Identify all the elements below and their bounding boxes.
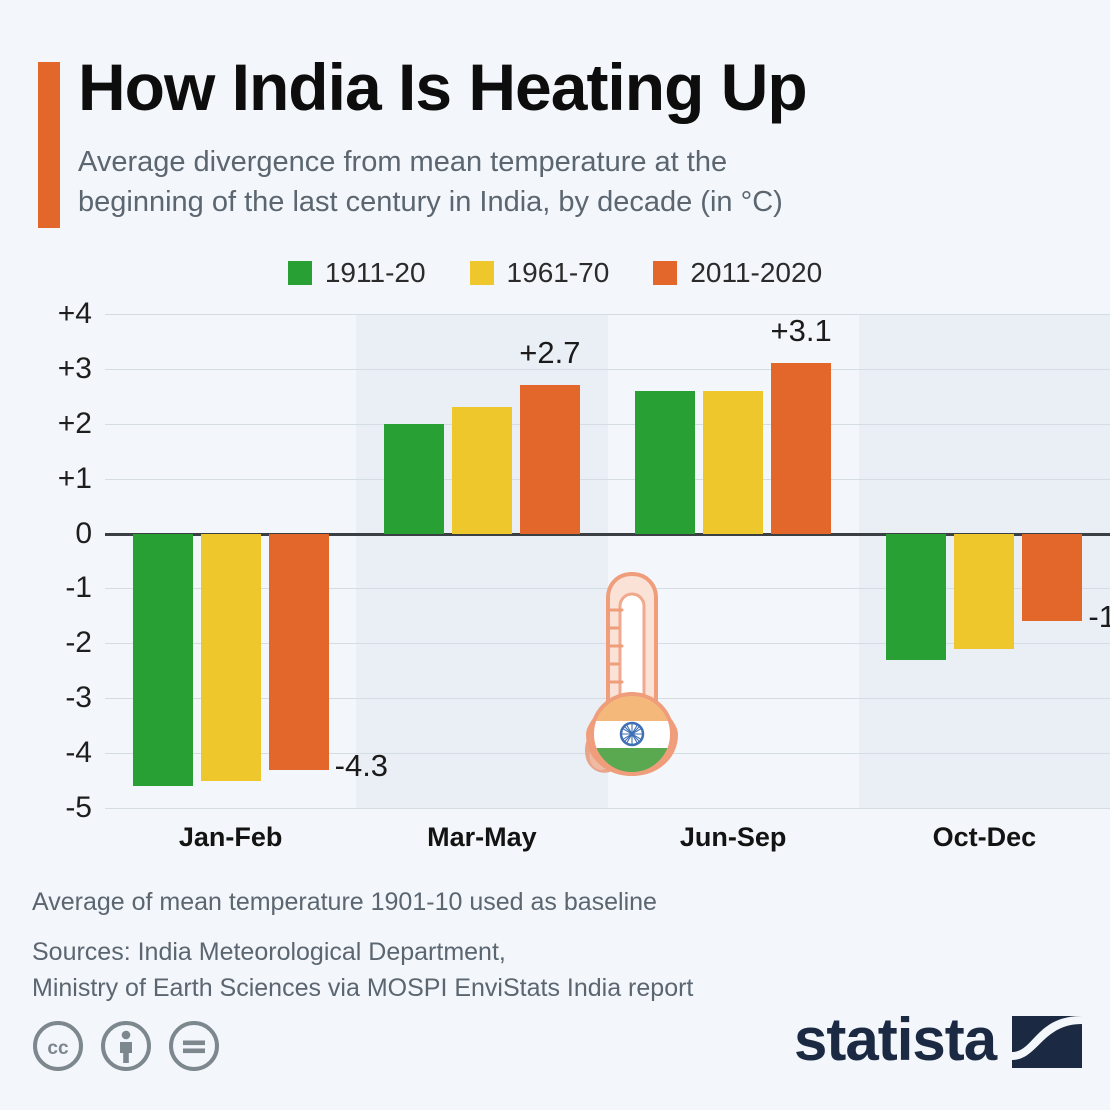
y-axis-tick-label: -4	[65, 736, 92, 770]
y-axis-tick-label: -1	[65, 571, 92, 605]
bar-Jan-Feb-1961-70[interactable]	[200, 533, 261, 781]
baseline-note: Average of mean temperature 1901-10 used…	[32, 888, 657, 916]
x-axis-category-label: Jan-Feb	[178, 822, 283, 852]
bar-Mar-May-2011-2020[interactable]	[519, 385, 580, 534]
legend-label: 1911-20	[324, 257, 426, 288]
y-axis-tick-label: +3	[57, 351, 92, 385]
bar-Jun-Sep-1961-70[interactable]	[703, 390, 764, 534]
x-axis-category-label: Oct-Dec	[932, 822, 1037, 852]
legend-label: 1961-70	[506, 257, 610, 288]
sources-line-2: Ministry of Earth Sciences via MOSPI Env…	[32, 974, 694, 1002]
infographic-header: How India Is Heating Up Average divergen…	[0, 0, 1110, 248]
chart-legend: 1911-20 1961-70 2011-2020	[0, 252, 1110, 294]
license-icons: cc	[32, 1020, 220, 1077]
gridline	[105, 314, 1110, 315]
gridline	[105, 368, 1110, 370]
bar-value-label: +3.1	[770, 313, 832, 349]
bar-Jan-Feb-1911-20[interactable]	[132, 533, 193, 787]
gridline	[105, 478, 1110, 480]
cc-nd-icon	[168, 1020, 220, 1077]
y-axis-tick-label: -5	[65, 791, 92, 824]
statista-logo: statista	[794, 1006, 1084, 1081]
bar-Oct-Dec-2011-2020[interactable]	[1022, 533, 1083, 622]
bar-value-label: +2.7	[519, 335, 581, 371]
bar-Oct-Dec-1911-20[interactable]	[886, 533, 947, 660]
legend-swatch-icon	[287, 261, 312, 285]
legend-item-1961-70[interactable]: 1961-70	[469, 257, 610, 289]
y-axis-tick-label: +1	[57, 461, 92, 495]
page-title: How India Is Heating Up	[78, 50, 808, 124]
legend-label: 2011-2020	[690, 257, 823, 288]
subtitle-line-1: Average divergence from mean temperature…	[78, 146, 728, 178]
chart-area: +4 +3 +2 +1 0 -1 -2 -3 -4 -5 -4.3 Jan-Feb +2.7 Mar-Ma…	[0, 297, 1110, 852]
y-axis-tick-label: 0	[75, 516, 92, 550]
gridline	[105, 423, 1110, 425]
x-axis-category-label: Jun-Sep	[679, 822, 787, 852]
cc-icon: cc	[32, 1020, 84, 1077]
bar-Jun-Sep-1911-20[interactable]	[635, 390, 696, 534]
legend-item-1911-20[interactable]: 1911-20	[287, 257, 426, 289]
subtitle-line-2: beginning of the last century in India, …	[78, 186, 783, 219]
bar-Mar-May-1911-20[interactable]	[383, 423, 444, 534]
svg-text:cc: cc	[47, 1038, 69, 1059]
cc-by-icon	[100, 1020, 152, 1077]
footer-notes: Average of mean temperature 1901-10 used…	[32, 884, 932, 1006]
y-axis-tick-label: -2	[65, 626, 92, 660]
gridline	[105, 808, 1110, 809]
bar-value-label: -4.3	[334, 747, 389, 783]
legend-item-2011-2020[interactable]: 2011-2020	[653, 257, 822, 289]
bar-value-label: -1.6	[1088, 599, 1110, 635]
title-accent-bar	[38, 62, 60, 228]
svg-text:statista: statista	[794, 1008, 998, 1073]
plot-area: +4 +3 +2 +1 0 -1 -2 -3 -4 -5 -4.3 Jan-Feb +2.7 Mar-Ma…	[58, 297, 1110, 852]
y-axis-tick-label: +4	[57, 297, 92, 330]
page-subtitle: Average divergence from mean temperature…	[78, 142, 1038, 222]
bar-Oct-Dec-1961-70[interactable]	[954, 533, 1015, 649]
legend-swatch-icon	[653, 261, 678, 285]
y-axis-tick-label: +2	[57, 406, 92, 440]
legend-swatch-icon	[469, 261, 494, 285]
y-axis-tick-label: -3	[65, 681, 92, 715]
thermometer-india-flag-icon	[560, 566, 688, 784]
bar-Jan-Feb-2011-2020[interactable]	[268, 533, 329, 770]
zero-axis-line	[105, 532, 1110, 536]
sources-line-1: Sources: India Meteorological Department…	[32, 938, 506, 966]
x-axis-category-label: Mar-May	[427, 822, 537, 852]
bar-Jun-Sep-2011-2020[interactable]	[771, 363, 832, 534]
bar-Mar-May-1961-70[interactable]	[451, 407, 512, 534]
